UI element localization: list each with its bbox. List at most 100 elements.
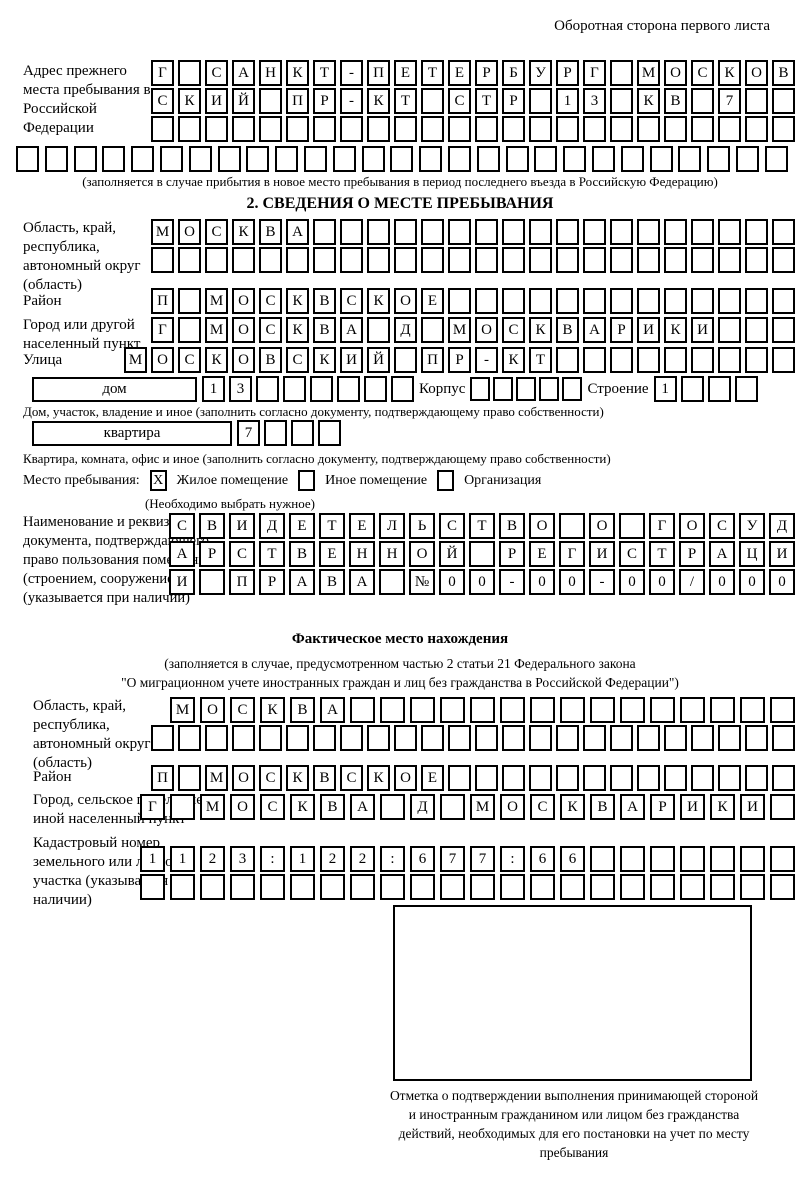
char-cell[interactable]: 1	[170, 846, 195, 872]
char-cell[interactable]	[178, 725, 201, 751]
char-cell[interactable]	[475, 247, 498, 273]
char-cell[interactable]	[637, 765, 660, 791]
char-cell[interactable]	[259, 247, 282, 273]
char-cell[interactable]: К	[529, 317, 552, 343]
char-cell[interactable]	[770, 697, 795, 723]
char-cell[interactable]: А	[169, 541, 195, 567]
char-cell[interactable]: И	[205, 88, 228, 114]
char-cell[interactable]: С	[619, 541, 645, 567]
char-cell[interactable]	[745, 765, 768, 791]
char-cell[interactable]	[318, 420, 341, 446]
char-cell[interactable]	[475, 725, 498, 751]
char-cell[interactable]	[772, 88, 795, 114]
char-cell[interactable]: И	[740, 794, 765, 820]
char-cell[interactable]: С	[709, 513, 735, 539]
char-cell[interactable]	[394, 116, 417, 142]
char-cell[interactable]	[502, 116, 525, 142]
char-cell[interactable]: С	[691, 60, 714, 86]
char-cell[interactable]: -	[340, 60, 363, 86]
char-cell[interactable]: С	[439, 513, 465, 539]
char-cell[interactable]	[718, 116, 741, 142]
char-cell[interactable]	[448, 247, 471, 273]
char-cell[interactable]	[529, 288, 552, 314]
char-cell[interactable]: :	[260, 846, 285, 872]
char-cell[interactable]	[310, 376, 333, 402]
char-cell[interactable]	[563, 146, 587, 172]
char-cell[interactable]: 0	[469, 569, 495, 595]
char-cell[interactable]: Е	[394, 60, 417, 86]
char-cell[interactable]	[170, 874, 195, 900]
char-cell[interactable]: С	[448, 88, 471, 114]
char-cell[interactable]: Б	[502, 60, 525, 86]
char-cell[interactable]: С	[259, 765, 282, 791]
char-cell[interactable]: В	[772, 60, 795, 86]
char-cell[interactable]: -	[340, 88, 363, 114]
char-cell[interactable]: А	[289, 569, 315, 595]
char-cell[interactable]	[421, 725, 444, 751]
char-cell[interactable]	[394, 725, 417, 751]
char-cell[interactable]: 1	[140, 846, 165, 872]
char-cell[interactable]	[610, 219, 633, 245]
char-cell[interactable]	[664, 247, 687, 273]
char-cell[interactable]	[590, 874, 615, 900]
char-cell[interactable]: С	[151, 88, 174, 114]
char-cell[interactable]	[350, 697, 375, 723]
char-cell[interactable]: У	[739, 513, 765, 539]
char-cell[interactable]	[637, 247, 660, 273]
char-cell[interactable]	[448, 116, 471, 142]
char-cell[interactable]: С	[205, 60, 228, 86]
char-cell[interactable]: С	[178, 347, 201, 373]
char-cell[interactable]: 0	[709, 569, 735, 595]
char-cell[interactable]	[475, 288, 498, 314]
char-cell[interactable]	[205, 247, 228, 273]
char-cell[interactable]	[151, 116, 174, 142]
char-cell[interactable]	[447, 146, 471, 172]
char-cell[interactable]	[421, 247, 444, 273]
char-cell[interactable]: О	[232, 317, 255, 343]
char-cell[interactable]	[529, 765, 552, 791]
char-cell[interactable]	[772, 288, 795, 314]
char-cell[interactable]	[591, 146, 615, 172]
char-cell[interactable]	[421, 88, 444, 114]
char-cell[interactable]	[772, 317, 795, 343]
char-cell[interactable]: Е	[421, 288, 444, 314]
char-cell[interactable]	[770, 794, 795, 820]
char-cell[interactable]: Е	[421, 765, 444, 791]
char-cell[interactable]	[691, 88, 714, 114]
char-cell[interactable]	[664, 288, 687, 314]
char-cell[interactable]: Г	[151, 317, 174, 343]
char-cell[interactable]	[205, 725, 228, 751]
char-cell[interactable]: Т	[394, 88, 417, 114]
char-cell[interactable]	[259, 725, 282, 751]
char-cell[interactable]: К	[178, 88, 201, 114]
char-cell[interactable]: 7	[440, 846, 465, 872]
char-cell[interactable]	[637, 725, 660, 751]
char-cell[interactable]	[530, 874, 555, 900]
char-cell[interactable]	[556, 116, 579, 142]
char-cell[interactable]: К	[290, 794, 315, 820]
char-cell[interactable]	[556, 288, 579, 314]
char-cell[interactable]	[470, 874, 495, 900]
char-cell[interactable]: А	[709, 541, 735, 567]
char-cell[interactable]: С	[169, 513, 195, 539]
char-cell[interactable]: К	[367, 765, 390, 791]
char-cell[interactable]: К	[286, 765, 309, 791]
char-cell[interactable]	[556, 347, 579, 373]
char-cell[interactable]: А	[349, 569, 375, 595]
char-cell[interactable]: М	[205, 765, 228, 791]
char-cell[interactable]	[475, 116, 498, 142]
char-cell[interactable]: Л	[379, 513, 405, 539]
char-cell[interactable]: О	[200, 697, 225, 723]
char-cell[interactable]: Р	[199, 541, 225, 567]
char-cell[interactable]: В	[290, 697, 315, 723]
char-cell[interactable]	[718, 219, 741, 245]
char-cell[interactable]	[151, 247, 174, 273]
char-cell[interactable]	[380, 874, 405, 900]
stay-type-checkbox-residential[interactable]: X	[149, 470, 167, 491]
char-cell[interactable]: В	[313, 317, 336, 343]
char-cell[interactable]	[500, 874, 525, 900]
char-cell[interactable]	[772, 347, 795, 373]
char-cell[interactable]	[745, 116, 768, 142]
char-cell[interactable]	[560, 874, 585, 900]
stay-type-checkbox-organization[interactable]	[437, 470, 455, 491]
